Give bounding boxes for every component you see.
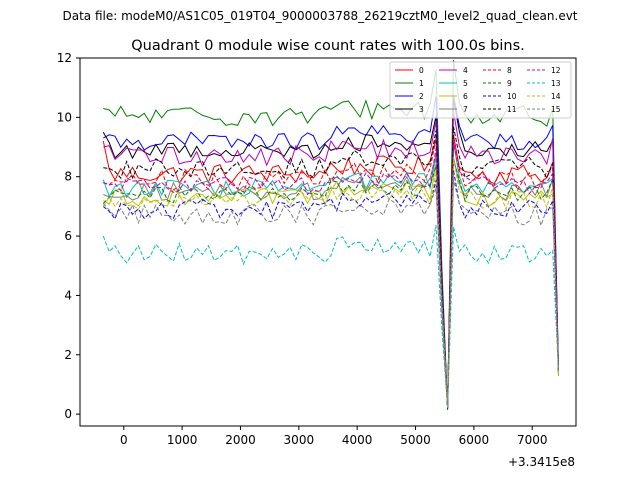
x-tick-label: 2000 [225, 433, 256, 447]
y-tick-label: 0 [64, 407, 72, 421]
legend-label-13: 13 [551, 79, 561, 88]
x-tick-label: 6000 [459, 433, 490, 447]
series-line-6 [103, 158, 559, 407]
legend-label-14: 14 [551, 92, 561, 101]
chart-title: Quadrant 0 module wise count rates with … [131, 38, 525, 54]
series-line-11 [103, 126, 559, 407]
series-line-14 [102, 157, 559, 407]
legend-label-3: 3 [419, 105, 424, 114]
y-tick-label: 4 [64, 288, 72, 302]
series-line-15 [102, 179, 559, 406]
series-line-4 [103, 111, 559, 409]
x-tick-label: 5000 [400, 433, 431, 447]
legend-label-7: 7 [463, 105, 468, 114]
legend-label-6: 6 [463, 92, 468, 101]
series-line-9 [102, 159, 559, 407]
y-tick-label: 6 [64, 229, 72, 243]
x-tick-label: 4000 [342, 433, 373, 447]
legend-label-11: 11 [507, 105, 517, 114]
legend-label-0: 0 [419, 66, 424, 75]
x-offset-label: +3.3415e8 [508, 455, 575, 469]
legend-label-10: 10 [507, 92, 517, 101]
legend-label-9: 9 [507, 79, 512, 88]
axes-frame [79, 57, 577, 427]
series-line-13 [102, 224, 559, 409]
legend-label-8: 8 [507, 66, 512, 75]
legend-label-4: 4 [463, 66, 468, 75]
x-axis: 0 1000 2000 3000 4000 5000 6000 7000 [120, 426, 548, 447]
series-line-1 [103, 60, 559, 409]
legend-label-5: 5 [463, 79, 468, 88]
series-line-12 [103, 140, 559, 406]
series-lines [102, 60, 559, 410]
legend-label-12: 12 [551, 66, 561, 75]
x-tick-label: 3000 [284, 433, 315, 447]
y-tick-label: 2 [64, 348, 72, 362]
y-tick-label: 10 [57, 110, 72, 124]
legend-label-15: 15 [551, 105, 561, 114]
series-line-3 [102, 99, 559, 407]
y-tick-label: 8 [64, 170, 72, 184]
series-line-2 [103, 95, 559, 410]
series-line-7 [103, 154, 559, 409]
legend-label-2: 2 [419, 92, 424, 101]
x-tick-label: 1000 [167, 433, 198, 447]
y-tick-label: 12 [57, 51, 72, 65]
legend-label-1: 1 [419, 79, 424, 88]
series-line-10 [102, 170, 559, 409]
x-tick-label: 7000 [517, 433, 548, 447]
x-tick-label: 0 [120, 433, 128, 447]
figure-suptitle: Data file: modeM0/AS1C05_019T04_90000037… [62, 9, 577, 23]
series-line-8 [103, 136, 559, 406]
legend-box [389, 61, 572, 119]
y-axis: 0 2 4 6 8 10 12 [57, 51, 80, 421]
